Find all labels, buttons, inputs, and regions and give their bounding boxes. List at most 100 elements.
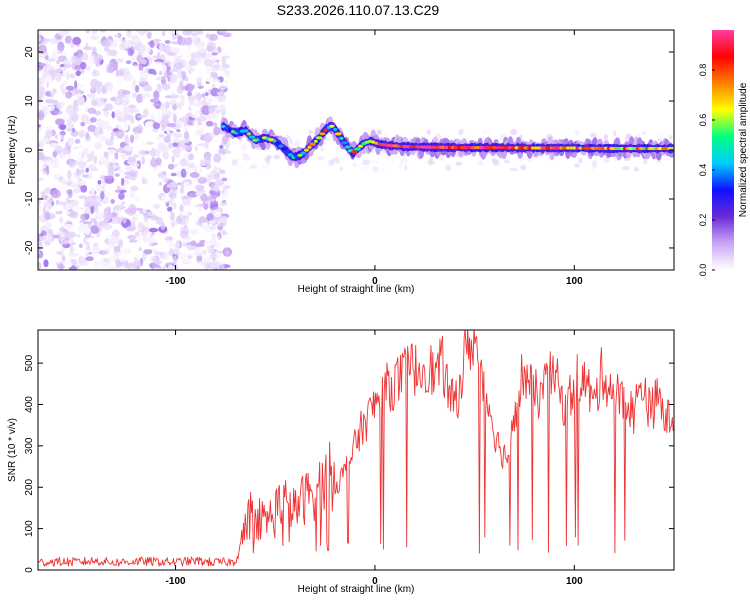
- noise-blob: [218, 264, 225, 269]
- noise-blob: [107, 212, 113, 219]
- noise-blob: [132, 260, 142, 269]
- noise-blob: [102, 223, 113, 230]
- noise-blob: [38, 177, 45, 182]
- noise-blob: [104, 47, 110, 52]
- noise-blob: [108, 85, 113, 95]
- noise-blob: [145, 127, 150, 133]
- noise-blob: [203, 257, 213, 263]
- noise-blob: [657, 137, 663, 142]
- noise-blob: [64, 223, 74, 231]
- noise-blob: [100, 97, 105, 102]
- noise-blob: [90, 204, 95, 215]
- noise-blob: [196, 81, 202, 86]
- noise-blob: [183, 139, 190, 144]
- noise-blob: [176, 73, 183, 80]
- ridge-peak: [303, 148, 309, 152]
- noise-blob: [167, 76, 171, 82]
- noise-blob: [136, 93, 143, 104]
- noise-blob: [213, 126, 221, 136]
- noise-blob: [93, 220, 98, 227]
- noise-blob: [164, 101, 170, 109]
- noise-blob: [205, 97, 216, 104]
- noise-blob: [44, 126, 49, 130]
- noise-blob: [215, 167, 222, 171]
- noise-blob: [68, 161, 75, 168]
- noise-blob: [61, 254, 66, 262]
- noise-blob: [176, 215, 182, 220]
- noise-blob: [169, 99, 174, 107]
- noise-blob: [87, 124, 97, 132]
- noise-blob: [100, 30, 107, 33]
- noise-blob: [212, 139, 219, 143]
- ridge-peak: [287, 153, 293, 157]
- noise-blob: [38, 204, 42, 213]
- noise-blob: [54, 124, 59, 132]
- noise-blob: [142, 178, 148, 185]
- noise-blob: [130, 190, 136, 198]
- noise-blob: [200, 159, 205, 165]
- noise-blob: [191, 134, 202, 140]
- noise-blob: [376, 130, 382, 135]
- noise-blob: [139, 70, 149, 81]
- noise-blob: [40, 138, 50, 142]
- noise-blob: [80, 213, 90, 221]
- noise-blob: [143, 84, 152, 92]
- ridge-peak: [278, 144, 284, 148]
- noise-blob: [264, 156, 271, 162]
- noise-blob: [589, 132, 597, 139]
- noise-blob: [65, 85, 75, 91]
- noise-blob: [110, 211, 118, 219]
- noise-blob: [115, 58, 124, 63]
- noise-blob: [167, 59, 171, 67]
- noise-blob: [320, 147, 324, 152]
- noise-blob: [44, 160, 52, 165]
- noise-blob: [170, 110, 178, 115]
- y-tick-label: 300: [24, 437, 35, 454]
- noise-blob: [97, 180, 102, 185]
- noise-blob: [39, 62, 47, 67]
- noise-blob: [182, 198, 191, 206]
- noise-blob: [210, 71, 216, 78]
- noise-blob: [217, 95, 221, 101]
- noise-blob: [221, 177, 228, 182]
- ridge-peak: [374, 141, 379, 145]
- noise-blob: [85, 30, 90, 34]
- noise-blob: [124, 208, 133, 215]
- noise-blob: [38, 140, 45, 149]
- noise-blob: [260, 165, 269, 170]
- noise-blob: [180, 168, 187, 178]
- noise-blob: [93, 53, 103, 62]
- noise-blob: [455, 161, 462, 166]
- noise-blob: [132, 132, 140, 141]
- noise-blob: [45, 98, 53, 104]
- ridge-peak: [380, 143, 385, 147]
- noise-blob: [41, 41, 48, 45]
- noise-blob: [224, 69, 230, 78]
- noise-blob: [201, 222, 209, 227]
- colorbar-tick-label: 0.6: [698, 114, 708, 127]
- noise-blob: [372, 166, 380, 172]
- noise-blob: [188, 153, 195, 161]
- noise-blob: [173, 114, 177, 124]
- noise-blob: [104, 103, 114, 111]
- noise-blob: [210, 225, 217, 231]
- noise-blob: [38, 124, 41, 128]
- noise-blob: [82, 147, 90, 156]
- ridge-peak: [495, 146, 501, 150]
- noise-blob: [127, 171, 136, 176]
- ridge-peak: [272, 139, 277, 143]
- ridge-peak: [470, 146, 475, 150]
- ridge-peak: [638, 146, 644, 151]
- noise-blob: [78, 195, 87, 199]
- noise-blob: [112, 164, 120, 168]
- noise-blob: [51, 143, 59, 147]
- noise-blob: [43, 187, 53, 194]
- noise-blob: [121, 247, 127, 254]
- noise-blob: [161, 81, 171, 91]
- snr-y-label: SNR (10 * v/v): [7, 418, 18, 482]
- noise-blob: [141, 30, 151, 34]
- noise-blob: [164, 40, 171, 44]
- noise-blob: [66, 210, 71, 215]
- noise-blob: [191, 30, 197, 35]
- ridge-peak: [616, 146, 622, 151]
